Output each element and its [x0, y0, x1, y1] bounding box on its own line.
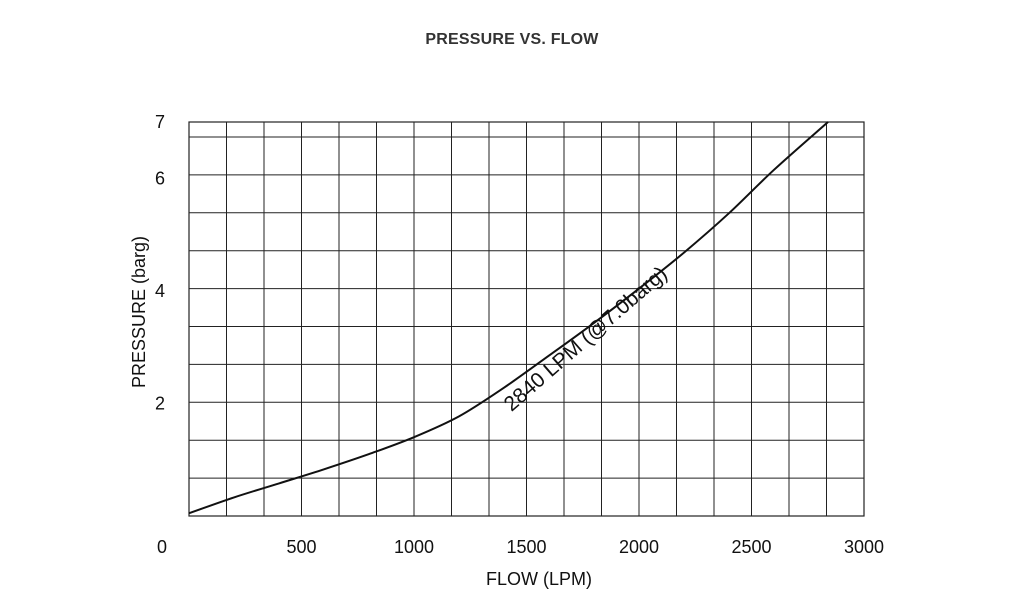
x-tick-label: 0 — [157, 537, 167, 557]
y-tick-label: 2 — [155, 393, 165, 413]
x-tick-label: 3000 — [844, 537, 884, 557]
x-tick-label: 2000 — [619, 537, 659, 557]
x-tick-label: 1500 — [506, 537, 546, 557]
series-layer — [188, 121, 829, 515]
x-axis-title: FLOW (LPM) — [486, 569, 592, 589]
plot-frame — [188, 121, 865, 517]
x-tick-label: 500 — [286, 537, 316, 557]
y-tick-label: 7 — [155, 112, 165, 132]
x-axis-ticks: 0 500 1000 1500 2000 2500 3000 — [157, 537, 884, 557]
grid — [189, 122, 864, 516]
y-tick-label: 6 — [155, 168, 165, 188]
curve-annotation: 2840 LPM (@7.0barg) — [500, 262, 672, 416]
y-axis-ticks: 2 4 6 7 — [155, 112, 165, 413]
x-tick-label: 2500 — [731, 537, 771, 557]
y-axis-title: PRESSURE (barg) — [129, 236, 149, 388]
chart-title: PRESSURE VS. FLOW — [425, 31, 599, 48]
plot-border — [188, 121, 865, 517]
y-tick-label: 4 — [155, 281, 165, 301]
series-line — [188, 121, 829, 515]
x-tick-label: 1000 — [394, 537, 434, 557]
